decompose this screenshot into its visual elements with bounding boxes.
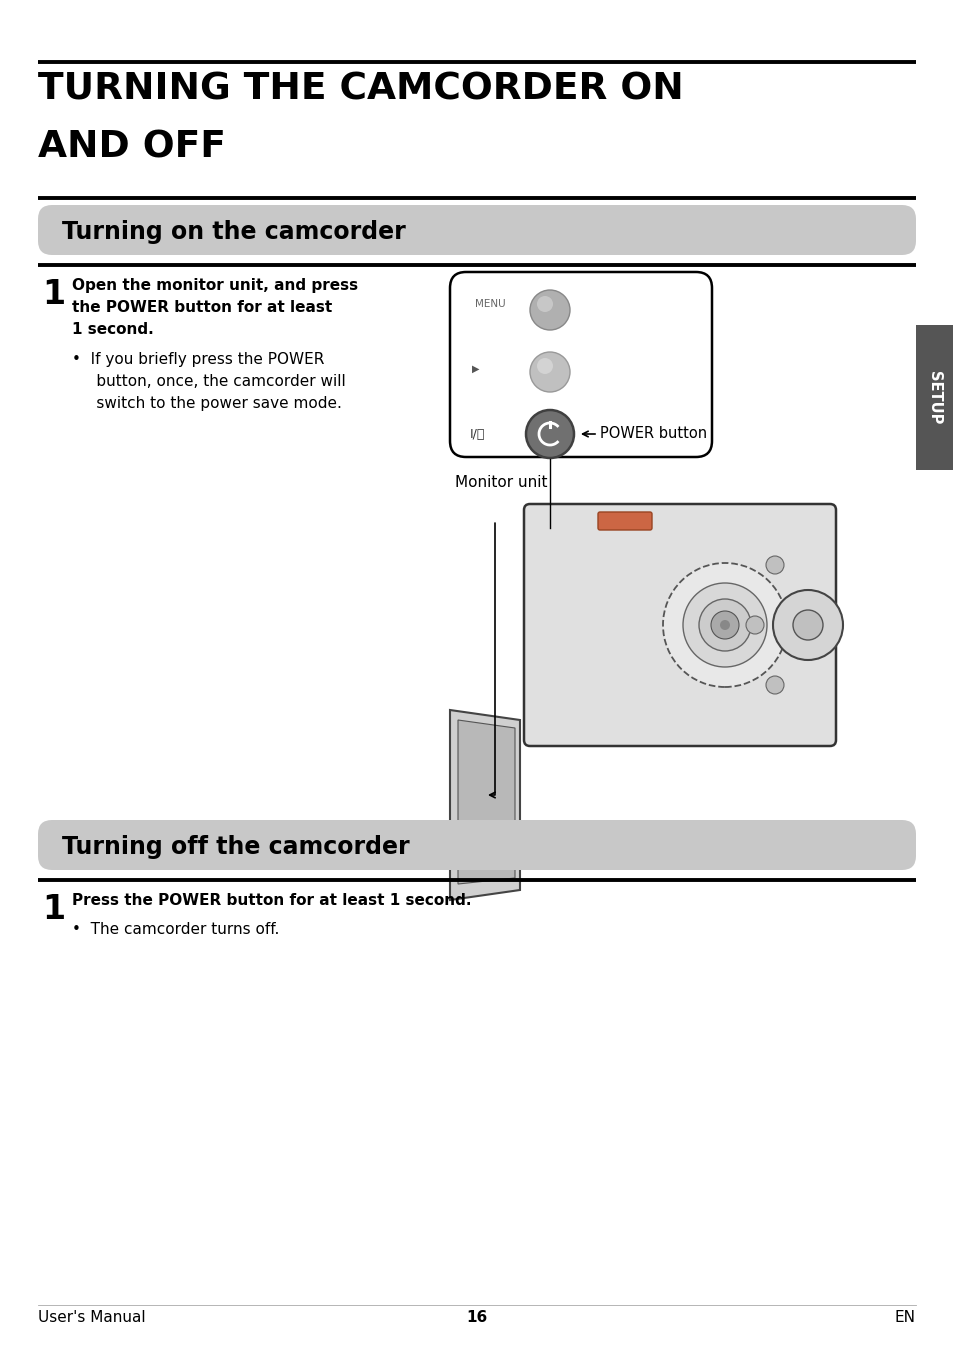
Circle shape [662,564,786,687]
FancyBboxPatch shape [38,820,915,870]
Circle shape [530,291,569,330]
Circle shape [525,410,574,459]
Text: •  If you briefly press the POWER: • If you briefly press the POWER [71,352,324,367]
Text: 1: 1 [42,278,65,311]
Polygon shape [457,720,515,884]
Circle shape [537,358,553,374]
FancyBboxPatch shape [38,204,915,256]
Text: button, once, the camcorder will: button, once, the camcorder will [71,374,345,389]
Circle shape [537,296,553,312]
Text: the POWER button for at least: the POWER button for at least [71,300,332,315]
FancyBboxPatch shape [450,272,711,457]
Polygon shape [450,710,519,900]
Text: POWER button: POWER button [599,426,706,441]
Text: User's Manual: User's Manual [38,1310,146,1326]
Text: Turning off the camcorder: Turning off the camcorder [62,835,409,859]
Circle shape [765,555,783,574]
Circle shape [772,590,842,660]
Text: EN: EN [894,1310,915,1326]
Circle shape [710,611,739,639]
Text: AND OFF: AND OFF [38,130,226,165]
Bar [915,325,953,469]
Text: •  The camcorder turns off.: • The camcorder turns off. [71,923,279,937]
Text: switch to the power save mode.: switch to the power save mode. [71,395,341,412]
Circle shape [765,677,783,694]
FancyBboxPatch shape [523,504,835,746]
Text: 16: 16 [466,1310,487,1326]
Text: Monitor unit: Monitor unit [455,475,547,490]
FancyBboxPatch shape [598,512,651,530]
Text: Open the monitor unit, and press: Open the monitor unit, and press [71,278,357,293]
Text: Turning on the camcorder: Turning on the camcorder [62,221,405,243]
Text: 1: 1 [42,893,65,925]
Text: MENU: MENU [475,299,505,309]
Text: I/⌛: I/⌛ [470,428,485,441]
Circle shape [682,582,766,667]
Circle shape [530,352,569,391]
Text: TURNING THE CAMCORDER ON: TURNING THE CAMCORDER ON [38,73,683,108]
Circle shape [745,616,763,633]
Circle shape [699,599,750,651]
Circle shape [792,611,822,640]
Text: Press the POWER button for at least 1 second.: Press the POWER button for at least 1 se… [71,893,471,908]
Text: 1 second.: 1 second. [71,321,153,338]
Text: ▶: ▶ [472,364,479,374]
Text: SETUP: SETUP [926,371,942,425]
Circle shape [720,620,729,629]
